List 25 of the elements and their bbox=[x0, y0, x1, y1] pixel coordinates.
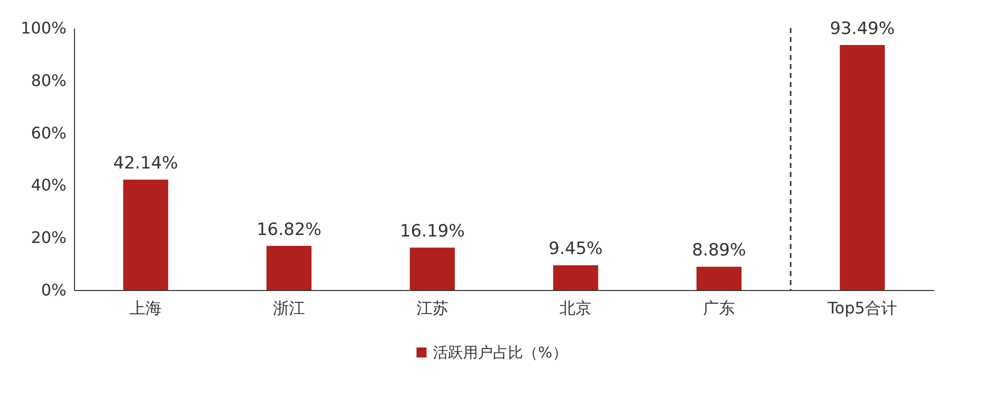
data-label: 42.14% bbox=[113, 154, 178, 174]
legend-label: 活跃用户占比（%） bbox=[433, 344, 568, 362]
x-tick-label: 北京 bbox=[560, 298, 592, 318]
x-tick-label: 浙江 bbox=[273, 298, 305, 318]
y-tick-label: 100% bbox=[20, 18, 66, 38]
bar bbox=[123, 180, 168, 290]
bar bbox=[410, 248, 455, 290]
y-tick-label: 40% bbox=[30, 176, 66, 195]
data-label: 8.89% bbox=[692, 240, 746, 261]
x-tick-label: Top5合计 bbox=[826, 298, 897, 318]
bar bbox=[553, 265, 598, 290]
x-tick-label: 江苏 bbox=[416, 298, 448, 318]
x-tick-label: 上海 bbox=[130, 298, 162, 318]
data-label: 16.82% bbox=[256, 220, 322, 240]
bar bbox=[266, 246, 312, 290]
data-label: 93.49% bbox=[830, 19, 895, 40]
x-tick-label: 广东 bbox=[703, 298, 735, 318]
y-tick-label: 60% bbox=[30, 123, 66, 142]
bar bbox=[840, 45, 885, 290]
y-tick-label: 20% bbox=[30, 228, 66, 248]
data-label: 16.19% bbox=[400, 222, 465, 242]
bar bbox=[696, 266, 742, 290]
data-label: 9.45% bbox=[548, 239, 603, 260]
y-tick-label: 0% bbox=[41, 280, 66, 300]
y-tick-label: 80% bbox=[30, 70, 66, 90]
